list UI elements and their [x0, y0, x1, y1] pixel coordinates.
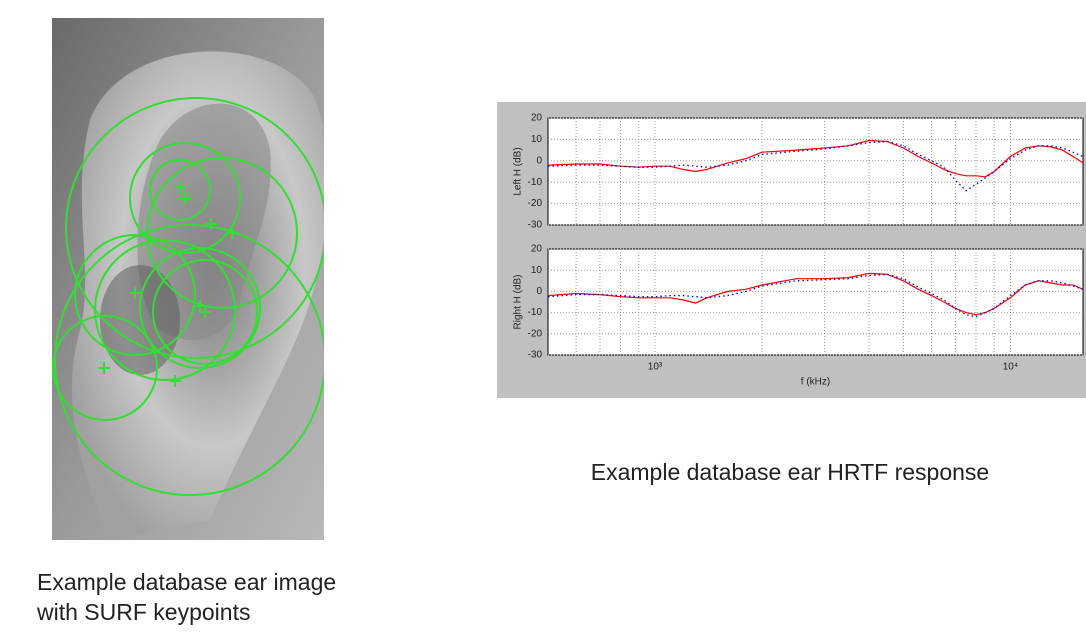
keypoints [52, 97, 324, 496]
y-tick-label: -20 [528, 198, 543, 209]
x-axis-label: f (kHz) [801, 377, 830, 388]
x-tick-label: 10⁴ [1003, 362, 1018, 373]
image-caption: Example database ear image [37, 569, 336, 595]
y-tick-label: 0 [536, 286, 542, 297]
y-tick-label: -30 [528, 350, 543, 361]
plot-area [547, 248, 1084, 356]
y-tick-label: -10 [528, 177, 543, 188]
y-tick-label: 20 [531, 244, 543, 255]
image-caption: with SURF keypoints [36, 599, 250, 625]
y-tick-label: -20 [528, 328, 543, 339]
y-tick-label: 10 [531, 134, 543, 145]
y-tick-label: -10 [528, 307, 543, 318]
x-tick-label: 10³ [648, 362, 663, 373]
series-line [547, 272, 1084, 316]
plot-area [547, 117, 1084, 226]
y-tick-label: 10 [531, 265, 543, 276]
y-axis-label: Left H (dB) [513, 147, 524, 195]
y-axis-label: Right H (dB) [513, 274, 524, 329]
ear-image [52, 18, 324, 540]
series-line [547, 139, 1084, 178]
chart-caption: Example database ear HRTF response [591, 459, 989, 485]
y-tick-label: 20 [531, 113, 543, 124]
series-line [547, 273, 1084, 318]
series-line [547, 140, 1084, 192]
y-tick-label: -30 [528, 220, 543, 231]
y-tick-label: 0 [536, 155, 542, 166]
